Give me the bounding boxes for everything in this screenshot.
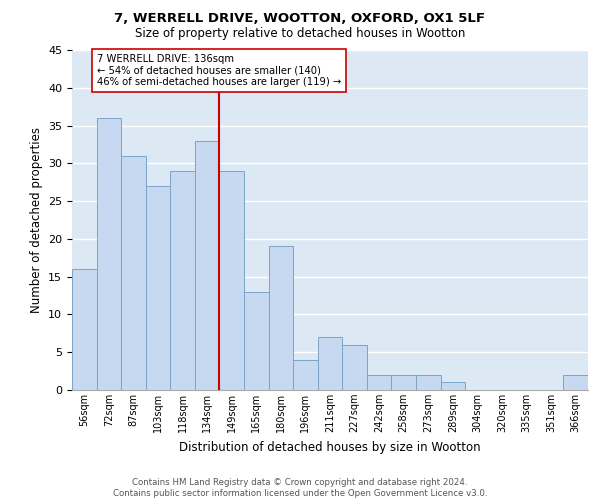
X-axis label: Distribution of detached houses by size in Wootton: Distribution of detached houses by size …: [179, 440, 481, 454]
Bar: [220, 171, 244, 390]
Bar: [342, 344, 367, 390]
Bar: [293, 360, 318, 390]
Text: 7, WERRELL DRIVE, WOOTTON, OXFORD, OX1 5LF: 7, WERRELL DRIVE, WOOTTON, OXFORD, OX1 5…: [115, 12, 485, 26]
Bar: [121, 156, 146, 390]
Bar: [563, 375, 588, 390]
Text: Contains HM Land Registry data © Crown copyright and database right 2024.
Contai: Contains HM Land Registry data © Crown c…: [113, 478, 487, 498]
Y-axis label: Number of detached properties: Number of detached properties: [29, 127, 43, 313]
Bar: [367, 375, 391, 390]
Bar: [244, 292, 269, 390]
Text: Size of property relative to detached houses in Wootton: Size of property relative to detached ho…: [135, 28, 465, 40]
Bar: [170, 171, 195, 390]
Bar: [195, 140, 220, 390]
Bar: [416, 375, 440, 390]
Bar: [97, 118, 121, 390]
Bar: [391, 375, 416, 390]
Bar: [269, 246, 293, 390]
Text: 7 WERRELL DRIVE: 136sqm
← 54% of detached houses are smaller (140)
46% of semi-d: 7 WERRELL DRIVE: 136sqm ← 54% of detache…: [97, 54, 341, 87]
Bar: [146, 186, 170, 390]
Bar: [318, 337, 342, 390]
Bar: [440, 382, 465, 390]
Bar: [72, 269, 97, 390]
